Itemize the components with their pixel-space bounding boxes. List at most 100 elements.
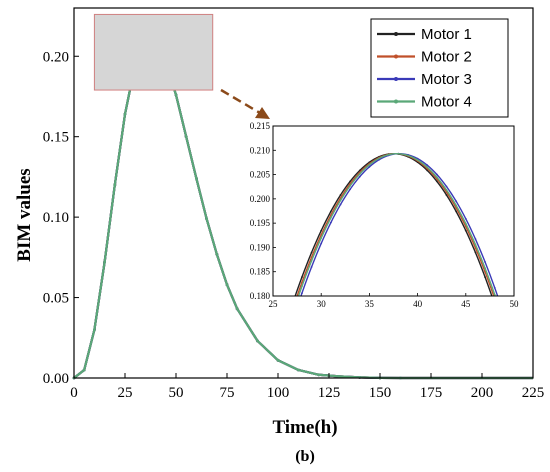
inset-series-point <box>445 194 448 196</box>
inset-curves <box>282 152 515 369</box>
zoom-rectangle <box>93 13 214 91</box>
inset-y-tick-label: 0.185 <box>250 267 271 277</box>
inset-y-tick-label: 0.190 <box>250 242 271 252</box>
series-4-point <box>184 135 188 139</box>
x-tick-label: 225 <box>522 385 545 401</box>
inset-series-point <box>368 163 371 166</box>
series-4-point <box>174 93 178 97</box>
inset-series-point <box>435 180 438 183</box>
inset-series-point <box>513 367 515 369</box>
inset-series-point <box>282 334 284 336</box>
legend-marker <box>394 32 398 36</box>
legend-entry: Motor 2 <box>421 49 472 66</box>
series-4-point <box>113 183 117 187</box>
inset-series-point <box>435 173 438 176</box>
inset-series-point <box>503 334 505 336</box>
inset-series-point <box>445 185 448 188</box>
inset-series-point <box>310 266 313 268</box>
inset-series-point <box>368 165 371 168</box>
y-tick-label: 0.15 <box>43 130 69 146</box>
inset-x-tick-label: 40 <box>413 299 423 309</box>
y-axis-title: BIM values <box>14 168 35 261</box>
inset-series-point <box>464 229 467 232</box>
inset-series-point <box>282 353 284 355</box>
inset-x-tick-label: 30 <box>317 299 327 309</box>
inset-series-point <box>484 261 486 263</box>
inset-series-point <box>301 281 303 284</box>
series-4-point <box>235 307 239 311</box>
inset-y-tick-label: 0.180 <box>250 291 271 301</box>
inset-background <box>273 126 514 296</box>
inset-series-point <box>282 340 284 342</box>
inset-series-point <box>484 276 486 279</box>
series-4-point <box>225 283 229 287</box>
main-plot-area: 0 25 50 75 100 125 150 175 200 225 0.00 0.05 0.10 0.1… <box>43 7 545 401</box>
inset-series-point <box>513 355 515 357</box>
zoom-arrow-head <box>255 107 270 119</box>
legend: Motor 1 Motor 2 Motor 3 Motor 4 <box>370 18 509 118</box>
series-4-point <box>195 177 198 180</box>
inset-series-point <box>310 259 313 262</box>
x-axis-title: Time(h) <box>272 417 337 438</box>
series-4-point <box>82 368 86 372</box>
inset-series-point <box>494 298 496 300</box>
inset-series-point <box>349 188 352 191</box>
inset-series-point <box>310 256 313 259</box>
inset-series-point <box>291 314 293 316</box>
legend-entry: Motor 4 <box>421 94 472 111</box>
inset-x-tick-label: 35 <box>365 299 375 309</box>
inset-series-point <box>484 267 486 270</box>
inset-series-point <box>474 247 477 249</box>
inset-series-point <box>329 216 332 219</box>
inset-series-point <box>464 222 467 225</box>
inset-series-point <box>358 175 361 178</box>
inset-frame <box>272 125 515 297</box>
inset-series-point <box>291 304 293 306</box>
x-tick-label: 100 <box>267 385 290 401</box>
inset-series-point <box>503 327 505 329</box>
inset-x-tick-label: 50 <box>510 299 520 309</box>
inset-series-point <box>329 221 332 224</box>
inset-series-point <box>455 210 458 213</box>
zoom-arrow <box>220 88 270 119</box>
inset-series-point <box>310 251 313 254</box>
series-4-point <box>256 339 259 343</box>
series-4-point <box>205 217 209 221</box>
y-tick-label: 0.05 <box>43 291 69 307</box>
x-tick-label: 25 <box>118 385 133 401</box>
inset-series-point <box>358 169 361 172</box>
inset-y-tick-label: 0.210 <box>250 145 271 155</box>
plot-frame <box>73 7 534 379</box>
inset-series-point <box>320 242 323 245</box>
legend-marker <box>394 54 398 59</box>
inset-series-point <box>474 251 477 254</box>
zoom-region <box>93 13 214 91</box>
inset-series-point <box>416 159 419 161</box>
inset-series-point <box>320 233 323 236</box>
inset-series-point <box>464 217 467 220</box>
inset-series-point <box>397 152 400 155</box>
inset-series-point <box>282 345 284 347</box>
inset-series-point <box>484 271 486 273</box>
x-tick-label: 150 <box>369 385 392 401</box>
inset-series-point <box>407 154 409 157</box>
inset-series-point <box>455 204 458 207</box>
inset-series-point <box>301 292 303 295</box>
x-tick-label: 125 <box>318 385 341 401</box>
legend-entry: Motor 1 <box>421 26 472 43</box>
inset-series-point <box>291 309 293 311</box>
inset-series-point <box>503 323 505 325</box>
inset-series-point <box>435 176 438 179</box>
y-tick-label: 0.00 <box>43 371 69 387</box>
inset-plot: 25 30 35 40 45 50 0.180 0.185 0.190 0.195 0.200 0.2… <box>250 121 520 369</box>
inset-series-point <box>455 200 458 203</box>
series-4-point <box>317 373 321 377</box>
inset-y-tick-label: 0.195 <box>250 218 271 228</box>
inset-series-point <box>378 157 380 160</box>
legend-entry: Motor 3 <box>421 71 472 88</box>
inset-series-point <box>503 315 505 317</box>
inset-series-point <box>358 173 361 175</box>
inset-series-point <box>474 243 477 246</box>
inset-series-point <box>291 321 293 323</box>
